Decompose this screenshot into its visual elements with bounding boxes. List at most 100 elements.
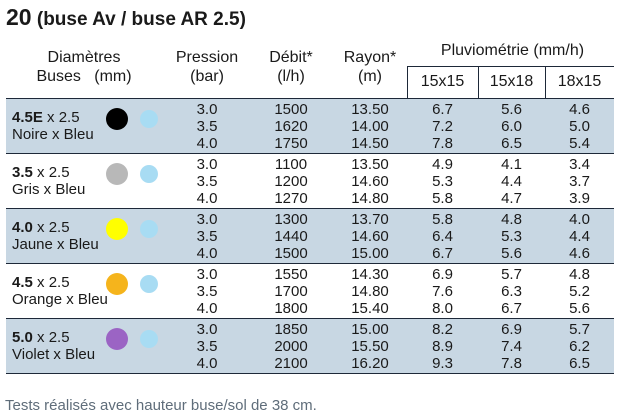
value: 14.80 <box>351 190 389 207</box>
model-number: 20 <box>6 4 32 30</box>
value: 1440 <box>274 228 308 245</box>
pluvio-15x18-values: 4.1 4.4 4.7 <box>478 156 545 207</box>
value: 4.1 <box>501 156 522 173</box>
value: 5.6 <box>501 101 522 118</box>
value: 7.6 <box>432 283 453 300</box>
value: 1500 <box>274 245 308 262</box>
value: 8.9 <box>432 338 453 355</box>
value: 1700 <box>274 283 308 300</box>
value: 3.9 <box>569 190 590 207</box>
value: 5.2 <box>569 283 590 300</box>
pluvio-15x15-values: 5.8 6.4 6.7 <box>407 211 478 262</box>
value: 3.5 <box>196 228 218 245</box>
header-radius: Rayon* (m) <box>331 48 409 86</box>
nozzle-label: 4.0 x 2.5 Jaune x Bleu <box>12 219 99 253</box>
value: 14.60 <box>351 173 389 190</box>
value: 8.0 <box>432 300 453 317</box>
nozzle-group-row: 3.5 x 2.5 Gris x Bleu 3.0 3.5 4.0 1100 1200… <box>6 154 614 208</box>
header-flow-line1: Débit* <box>269 49 313 66</box>
value: 14.00 <box>351 118 389 135</box>
value: 2000 <box>274 338 308 355</box>
value: 14.30 <box>351 266 389 283</box>
pressure-values: 3.0 3.5 4.0 <box>165 321 249 372</box>
value: 6.7 <box>432 101 453 118</box>
header-radius-line1: Rayon* <box>343 49 397 66</box>
nozzle-size: 4.5 <box>12 274 33 291</box>
header-pressure-line2: (bar) <box>190 68 224 85</box>
table-title: 20 (buse Av / buse AR 2.5) <box>6 4 246 34</box>
pluvio-18x15-values: 4.6 5.0 5.4 <box>545 101 614 152</box>
nozzle-group-row: 4.5E x 2.5 Noire x Bleu 3.0 3.5 4.0 1500 16… <box>6 99 614 153</box>
nozzle-size-suffix: x 2.5 <box>32 164 70 181</box>
value: 3.7 <box>569 173 590 190</box>
nozzle-group-row: 5.0 x 2.5 Violet x Bleu 3.0 3.5 4.0 1850 20… <box>6 319 614 373</box>
radius-values: 13.50 14.60 14.80 <box>331 156 409 207</box>
nozzle-colors: Gris x Bleu <box>12 181 86 198</box>
value: 8.2 <box>432 321 453 338</box>
nozzle-size-suffix: x 2.5 <box>32 274 70 291</box>
radius-values: 13.70 14.60 15.00 <box>331 211 409 262</box>
value: 3.5 <box>196 173 218 190</box>
header-spacing-15x18: 15x18 <box>489 73 534 90</box>
header-pressure: Pression (bar) <box>165 48 249 86</box>
nozzle-colors: Orange x Bleu <box>12 291 108 308</box>
value: 1100 <box>274 156 308 173</box>
value: 3.0 <box>196 156 218 173</box>
rule-bottom <box>6 373 614 374</box>
value: 9.3 <box>432 355 453 372</box>
footnote: Tests réalisés avec hauteur buse/sol de … <box>5 397 317 414</box>
value: 7.2 <box>432 118 453 135</box>
value: 5.3 <box>432 173 453 190</box>
flow-values: 1500 1620 1750 <box>251 101 331 152</box>
nozzle-size-suffix: x 2.5 <box>42 109 80 126</box>
value: 3.5 <box>196 338 218 355</box>
value: 5.8 <box>432 211 453 228</box>
nozzle-size-suffix: x 2.5 <box>32 329 70 346</box>
title-subtitle: (buse Av / buse AR 2.5) <box>31 9 246 30</box>
value: 4.6 <box>569 245 590 262</box>
radius-values: 14.30 14.80 15.40 <box>331 266 409 317</box>
value: 6.0 <box>501 118 522 135</box>
value: 13.70 <box>351 211 389 228</box>
pluvio-18x15-values: 3.4 3.7 3.9 <box>545 156 614 207</box>
nozzle-color-dot <box>106 273 128 295</box>
nozzle-colors: Violet x Bleu <box>12 346 96 363</box>
value: 1200 <box>274 173 308 190</box>
header-radius-line2: (m) <box>358 68 382 85</box>
value: 1750 <box>274 135 308 152</box>
nozzle-color-dot <box>106 163 128 185</box>
value: 4.0 <box>196 300 218 317</box>
nozzle-group-row: 4.0 x 2.5 Jaune x Bleu 3.0 3.5 4.0 1300 144… <box>6 209 614 263</box>
value: 5.3 <box>501 228 522 245</box>
radius-values: 15.00 15.50 16.20 <box>331 321 409 372</box>
performance-table: Diamètres Buses (mm) Pression (bar) Débi… <box>6 37 614 386</box>
header-flow: Débit* (l/h) <box>251 48 331 86</box>
nozzle-label: 4.5E x 2.5 Noire x Bleu <box>12 109 94 143</box>
value: 4.9 <box>432 156 453 173</box>
header-nozzle: Diamètres Buses (mm) <box>6 48 162 86</box>
value: 15.00 <box>351 321 389 338</box>
value: 3.0 <box>196 211 218 228</box>
pluvio-15x15-values: 6.7 7.2 7.8 <box>407 101 478 152</box>
pressure-values: 3.0 3.5 4.0 <box>165 101 249 152</box>
flow-values: 1300 1440 1500 <box>251 211 331 262</box>
value: 1500 <box>274 101 308 118</box>
value: 6.4 <box>432 228 453 245</box>
value: 7.8 <box>432 135 453 152</box>
value: 7.4 <box>501 338 522 355</box>
nozzle-secondary-dot <box>140 330 158 348</box>
header-divider-2 <box>478 66 479 98</box>
value: 13.50 <box>351 101 389 118</box>
header-sub-rule <box>407 66 614 67</box>
value: 6.5 <box>569 355 590 372</box>
pluvio-15x18-values: 5.6 6.0 6.5 <box>478 101 545 152</box>
pressure-values: 3.0 3.5 4.0 <box>165 156 249 207</box>
pluvio-15x15-values: 8.2 8.9 9.3 <box>407 321 478 372</box>
nozzle-secondary-dot <box>140 275 158 293</box>
header-nozzle-line2: Buses (mm) <box>36 68 132 85</box>
flow-values: 1850 2000 2100 <box>251 321 331 372</box>
pluvio-15x18-values: 6.9 7.4 7.8 <box>478 321 545 372</box>
value: 14.50 <box>351 135 389 152</box>
nozzle-color-dot <box>106 108 128 130</box>
group-divider <box>6 153 614 154</box>
